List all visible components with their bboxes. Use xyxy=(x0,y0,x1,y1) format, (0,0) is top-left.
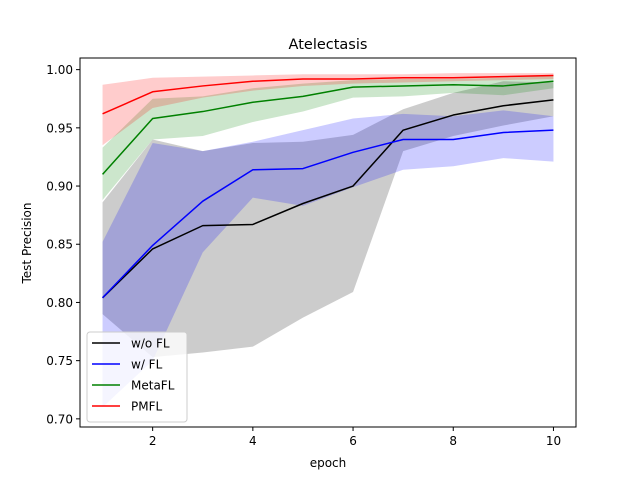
series-lines xyxy=(101,74,554,299)
x-tick-label: 2 xyxy=(149,434,157,448)
y-tick-label: 1.00 xyxy=(46,63,73,77)
y-tick-label: 0.75 xyxy=(46,354,73,368)
line-series-2 xyxy=(101,80,554,175)
confidence-bands xyxy=(102,73,554,408)
legend-label: PMFL xyxy=(131,400,162,414)
y-axis-ticks: 0.70 0.75 0.80 0.85 0.90 0.95 1.00 xyxy=(46,63,80,426)
legend-label: w/o FL xyxy=(131,337,170,351)
line-series-0 xyxy=(102,99,554,299)
legend-label: w/ FL xyxy=(131,358,163,372)
y-tick-label: 0.95 xyxy=(46,121,73,135)
band-series-2 xyxy=(102,75,554,201)
x-axis-ticks: 2 4 6 8 10 xyxy=(149,427,561,448)
legend-label: MetaFL xyxy=(131,379,175,393)
legend: w/o FL w/ FL MetaFL PMFL xyxy=(86,331,188,423)
x-tick-label: 4 xyxy=(249,434,257,448)
y-tick-label: 0.80 xyxy=(46,296,73,310)
band-series-0 xyxy=(102,81,554,358)
y-tick-label: 0.70 xyxy=(46,412,73,426)
band-series-1 xyxy=(102,110,554,408)
line-series-1 xyxy=(102,129,554,299)
y-tick-label: 0.85 xyxy=(46,238,73,252)
y-axis-label: Test Precision xyxy=(20,203,34,285)
band-series-3 xyxy=(102,73,554,146)
line-series-3 xyxy=(102,74,554,115)
x-tick-label: 6 xyxy=(349,434,357,448)
x-tick-label: 10 xyxy=(546,434,561,448)
y-tick-label: 0.90 xyxy=(46,180,73,194)
x-axis-label: epoch xyxy=(310,456,347,470)
legend-box xyxy=(86,331,188,423)
chart-title: Atelectasis xyxy=(289,37,368,53)
plot-frame xyxy=(79,57,577,428)
x-tick-label: 8 xyxy=(449,434,457,448)
